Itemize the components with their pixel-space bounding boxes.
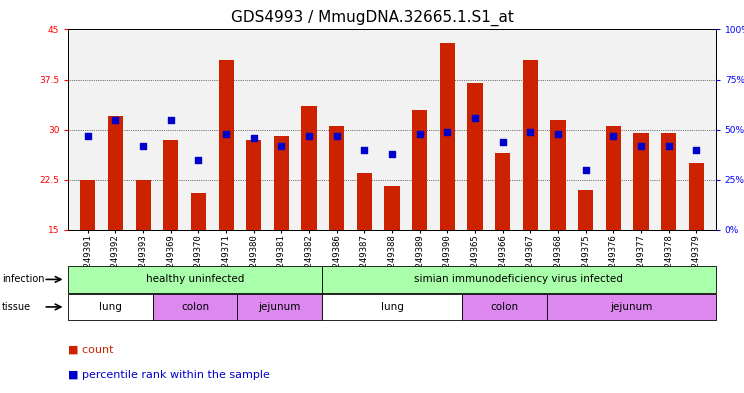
Text: lung: lung [99, 302, 122, 312]
Bar [80, 180, 95, 230]
Point [303, 132, 315, 139]
Point [248, 134, 260, 141]
Text: colon: colon [181, 302, 209, 312]
Text: simian immunodeficiency virus infected: simian immunodeficiency virus infected [414, 274, 623, 285]
Text: healthy uninfected: healthy uninfected [146, 274, 244, 285]
Point [690, 147, 702, 153]
Text: infection: infection [2, 274, 45, 285]
Bar [606, 126, 621, 230]
Bar [385, 186, 400, 230]
Text: GDS4993 / MmugDNA.32665.1.S1_at: GDS4993 / MmugDNA.32665.1.S1_at [231, 10, 513, 26]
Point [414, 130, 426, 137]
Point [663, 143, 675, 149]
Bar [551, 119, 565, 230]
Bar [689, 163, 704, 230]
Bar [135, 180, 151, 230]
Point [552, 130, 564, 137]
Text: lung: lung [381, 302, 403, 312]
Text: ■ percentile rank within the sample: ■ percentile rank within the sample [68, 370, 270, 380]
Point [525, 129, 536, 135]
Point [275, 143, 287, 149]
Bar [633, 133, 649, 230]
Bar [523, 59, 538, 230]
Text: colon: colon [490, 302, 519, 312]
Point [635, 143, 647, 149]
Bar [329, 126, 344, 230]
Point [165, 116, 177, 123]
Text: jejunum: jejunum [610, 302, 652, 312]
Point [137, 143, 149, 149]
Bar [246, 140, 261, 230]
Bar [467, 83, 483, 230]
Bar [578, 190, 593, 230]
Point [359, 147, 371, 153]
Point [580, 167, 591, 173]
Bar [108, 116, 123, 230]
Bar [274, 136, 289, 230]
Bar [357, 173, 372, 230]
Point [386, 151, 398, 157]
Bar [661, 133, 676, 230]
Point [109, 116, 121, 123]
Point [220, 130, 232, 137]
Text: tissue: tissue [2, 302, 31, 312]
Bar [163, 140, 179, 230]
Point [82, 132, 94, 139]
Point [607, 132, 619, 139]
Point [441, 129, 453, 135]
Bar [412, 110, 427, 230]
Point [497, 139, 509, 145]
Bar [219, 59, 234, 230]
Point [331, 132, 343, 139]
Bar [495, 153, 510, 230]
Text: ■ count: ■ count [68, 345, 114, 355]
Text: jejunum: jejunum [258, 302, 301, 312]
Bar [191, 193, 206, 230]
Bar [440, 43, 455, 230]
Point [469, 114, 481, 121]
Bar [301, 106, 317, 230]
Point [193, 156, 205, 163]
